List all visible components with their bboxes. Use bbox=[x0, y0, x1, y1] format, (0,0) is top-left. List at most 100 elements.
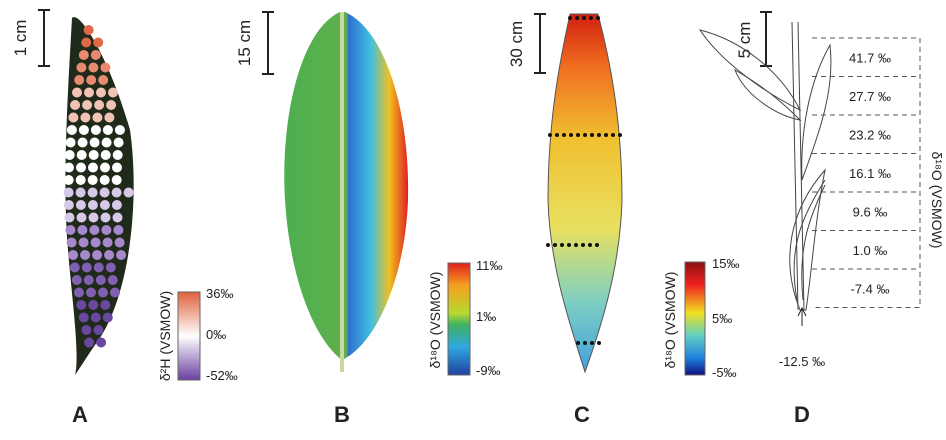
sample-dot bbox=[597, 133, 601, 137]
leaf-dot bbox=[112, 163, 122, 173]
sample-dot bbox=[597, 341, 601, 345]
leaf-dot bbox=[86, 75, 96, 85]
leaf-dot bbox=[82, 100, 92, 110]
sample-dot bbox=[569, 133, 573, 137]
leaf-dot bbox=[112, 175, 122, 185]
base-value: -12.5 ‰ bbox=[779, 354, 825, 369]
segment-value: 9.6 ‰ bbox=[853, 204, 888, 219]
leaf-dot bbox=[64, 188, 74, 198]
leaf-dot bbox=[98, 288, 108, 298]
leaf-dot bbox=[115, 125, 125, 135]
leaf-dot bbox=[100, 163, 110, 173]
colorbar-label: 1‰ bbox=[476, 309, 496, 324]
leaf-dot bbox=[79, 238, 89, 248]
segment-value: -7.4 ‰ bbox=[850, 281, 889, 296]
sample-dot bbox=[589, 16, 593, 20]
colorbar-title: δ²H (VSMOW) bbox=[157, 291, 173, 381]
leaf-dot bbox=[94, 100, 104, 110]
segment-value: 1.0 ‰ bbox=[853, 243, 888, 258]
leaf-dot bbox=[103, 313, 113, 323]
leaf-dot bbox=[79, 125, 89, 135]
leaf-dot bbox=[74, 75, 84, 85]
leaf-dot bbox=[101, 150, 111, 160]
colorbar-label: 36‰ bbox=[206, 286, 233, 301]
leaf-dot bbox=[114, 138, 124, 148]
leaf-dot bbox=[92, 250, 102, 260]
leaf-dot bbox=[79, 313, 89, 323]
leaf-dot bbox=[93, 38, 103, 48]
leaf-dot bbox=[100, 300, 110, 310]
leaf-dot bbox=[115, 238, 125, 248]
leaf-dot bbox=[104, 113, 114, 123]
sample-dot bbox=[562, 133, 566, 137]
leaf-dot bbox=[68, 113, 78, 123]
leaf-dot bbox=[70, 263, 80, 273]
leaf-dot bbox=[103, 125, 113, 135]
scale-label: 30 cm bbox=[507, 21, 526, 67]
sample-dot bbox=[574, 243, 578, 247]
leaf-dot bbox=[101, 225, 111, 235]
leaf bbox=[65, 17, 133, 375]
segment-value: 27.7 ‰ bbox=[849, 89, 891, 104]
leaf-dot bbox=[88, 200, 98, 210]
sample-dot bbox=[576, 133, 580, 137]
sample-dot bbox=[575, 16, 579, 20]
leaf-dot bbox=[103, 238, 113, 248]
sample-dot bbox=[595, 243, 599, 247]
leaf-dot bbox=[89, 213, 99, 223]
colorbar-label: 15‰ bbox=[712, 256, 739, 271]
leaf-dot bbox=[77, 150, 87, 160]
sample-dot bbox=[576, 341, 580, 345]
leaf-dot bbox=[86, 288, 96, 298]
leaf-dot bbox=[67, 238, 77, 248]
leaf-dot bbox=[113, 150, 123, 160]
colorbar-title: δ¹⁸O (VSMOW) bbox=[427, 272, 443, 369]
leaf-dot bbox=[76, 163, 86, 173]
leaf-dot bbox=[80, 250, 90, 260]
leaf-dot bbox=[96, 338, 106, 348]
leaf-dot bbox=[74, 288, 84, 298]
leaf-dot bbox=[79, 50, 89, 60]
leaf-dot bbox=[76, 188, 86, 198]
leaf bbox=[548, 14, 622, 372]
leaf-dot bbox=[65, 213, 75, 223]
colorbar-label: -9‰ bbox=[476, 363, 501, 378]
panel-letter: A bbox=[72, 402, 88, 427]
leaf-dot bbox=[80, 113, 90, 123]
leaf-dot bbox=[89, 225, 99, 235]
leaf-dot bbox=[88, 163, 98, 173]
sample-dot bbox=[567, 243, 571, 247]
panel-b: 15 cm 11‰ 1‰ -9‰ δ¹⁸O (VSMOW) B bbox=[235, 12, 503, 427]
leaf-dot bbox=[90, 138, 100, 148]
segment-value: 41.7 ‰ bbox=[849, 50, 891, 65]
leaf-dot bbox=[100, 200, 110, 210]
leaf-dot bbox=[92, 113, 102, 123]
leaf-dot bbox=[88, 188, 98, 198]
sample-dot bbox=[590, 341, 594, 345]
sample-dot bbox=[553, 243, 557, 247]
segment-value: 23.2 ‰ bbox=[849, 127, 891, 142]
leaf-dot bbox=[70, 100, 80, 110]
colorbar-label: 0‰ bbox=[206, 327, 226, 342]
leaf-dot bbox=[110, 288, 120, 298]
leaf-dot bbox=[88, 300, 98, 310]
leaf-dot bbox=[64, 200, 74, 210]
leaf-dot bbox=[81, 325, 91, 335]
leaf-dot bbox=[96, 275, 106, 285]
sample-dot bbox=[590, 133, 594, 137]
figure: 1 cm 36‰ 0‰ -52‰ δ²H (VSMOW) A 15 cm 11‰… bbox=[0, 0, 946, 435]
leaf-dot bbox=[108, 88, 118, 98]
leaf-dot bbox=[77, 213, 87, 223]
leaf-dot bbox=[88, 63, 98, 73]
sample-dot bbox=[548, 133, 552, 137]
colorbar bbox=[448, 263, 470, 375]
sample-dot bbox=[568, 16, 572, 20]
leaf-dot bbox=[76, 300, 86, 310]
leaf-dot bbox=[66, 138, 76, 148]
leaf-dot bbox=[67, 125, 77, 135]
leaf-dot bbox=[113, 225, 123, 235]
leaf-dot bbox=[72, 275, 82, 285]
sample-dot bbox=[555, 133, 559, 137]
leaf-dot bbox=[96, 88, 106, 98]
leaf-dot bbox=[100, 63, 110, 73]
